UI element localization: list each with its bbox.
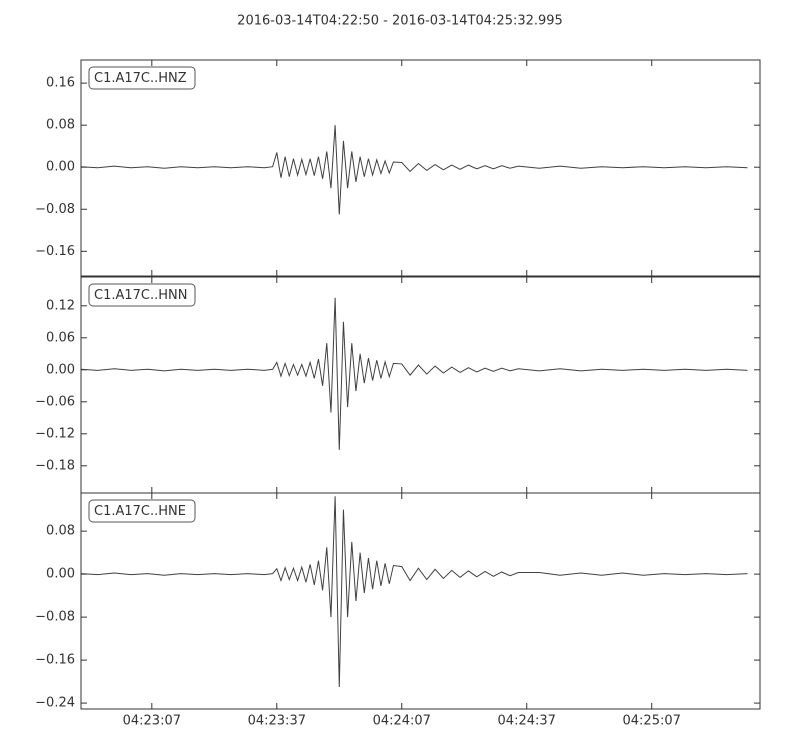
y-tick-label: −0.18 (35, 458, 75, 473)
y-tick-label: −0.24 (35, 696, 75, 711)
x-tick-label: 04:23:37 (248, 714, 306, 729)
y-tick-label: 0.00 (46, 567, 75, 582)
y-tick-label: −0.08 (35, 202, 75, 217)
legend-box (88, 283, 196, 307)
y-tick-label: 0.16 (46, 76, 75, 91)
plot-frame (80, 59, 761, 277)
x-tick-label: 04:24:07 (373, 714, 431, 729)
y-tick-label: 0.08 (46, 118, 75, 133)
legend-label: C1.A17C..HNN (94, 288, 187, 303)
y-tick-label: 0.00 (46, 160, 75, 175)
x-tick-label: 04:23:07 (123, 714, 181, 729)
waveform (80, 496, 748, 687)
y-tick-label: 0.08 (46, 524, 75, 539)
legend-box (88, 499, 196, 523)
y-tick-label: 0.12 (46, 298, 75, 313)
waveform (80, 297, 748, 450)
y-tick-label: −0.06 (35, 394, 75, 409)
legend-label: C1.A17C..HNZ (94, 71, 187, 86)
y-tick-label: −0.12 (35, 426, 75, 441)
x-tick-label: 04:24:37 (498, 714, 556, 729)
y-tick-label: −0.08 (35, 610, 75, 625)
legend-box (88, 66, 196, 90)
legend-label: C1.A17C..HNE (94, 504, 186, 519)
y-tick-label: −0.16 (35, 244, 75, 259)
y-tick-label: 0.00 (46, 362, 75, 377)
y-tick-label: 0.06 (46, 330, 75, 345)
plot-frame (80, 492, 761, 710)
y-tick-label: −0.16 (35, 653, 75, 668)
x-tick-label: 04:25:07 (623, 714, 681, 729)
waveform (80, 125, 748, 215)
chart-title: 2016-03-14T04:22:50 - 2016-03-14T04:25:3… (237, 14, 563, 29)
